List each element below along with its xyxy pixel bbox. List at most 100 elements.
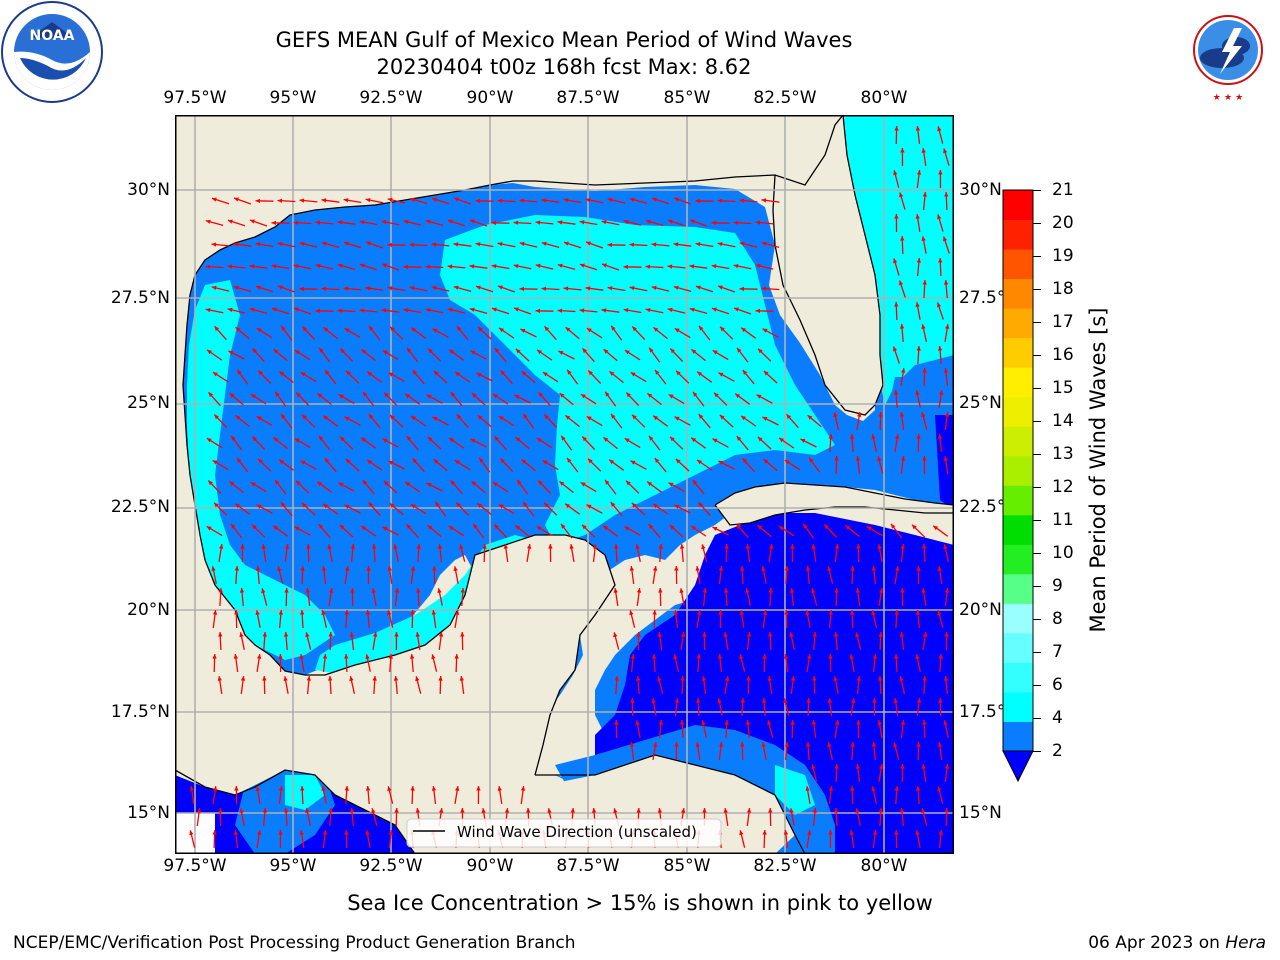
wind-wave-arrowhead [893, 390, 899, 395]
wind-wave-arrowhead [779, 437, 784, 443]
wind-wave-arrowhead [544, 502, 549, 508]
wind-wave-arrowhead [252, 348, 258, 354]
wind-wave-arrowhead [344, 610, 349, 615]
wind-wave-arrowhead [603, 525, 609, 531]
wind-wave-arrowhead [894, 786, 899, 791]
wind-wave-arrowhead [877, 720, 882, 725]
wind-wave-arrowhead [271, 264, 277, 269]
wind-wave-arrowhead [674, 505, 680, 509]
wind-wave-arrowhead [300, 566, 305, 571]
wind-wave-arrowhead [712, 350, 718, 355]
wind-wave-arrowhead [900, 544, 905, 549]
wind-wave-arrowhead [921, 236, 926, 241]
yucatan-peninsula [305, 535, 615, 785]
colorbar-tick-mark [1033, 718, 1041, 719]
wind-wave-arrowhead [635, 676, 641, 681]
wind-wave-arrowhead [448, 526, 454, 531]
wind-wave-arrowhead [278, 610, 283, 615]
wind-wave-arrowhead [807, 654, 812, 659]
wind-wave-arrowhead [211, 242, 217, 247]
wind-wave-arrowhead [811, 544, 816, 549]
wind-wave-arrowhead [521, 371, 527, 376]
wind-wave-arrowhead [692, 480, 698, 485]
wind-wave-arrowhead [515, 437, 521, 442]
wind-wave-arrowhead [257, 830, 262, 835]
wind-wave-arrowhead [563, 241, 569, 246]
colorbar-segment [1003, 367, 1033, 398]
wind-wave-arrowhead [652, 610, 657, 615]
wind-wave-arrowhead [387, 566, 392, 571]
wind-wave-arrowhead [614, 676, 619, 681]
wind-wave-arrowhead [283, 632, 289, 637]
wind-wave-arrowhead [937, 302, 942, 308]
wind-wave-arrowhead [205, 308, 211, 313]
wind-wave-arrowhead [649, 435, 654, 441]
wind-wave-arrowhead [321, 786, 326, 791]
wind-wave-arrowhead [626, 392, 631, 398]
wind-wave-arrowhead [828, 786, 834, 791]
wind-wave-arrowhead [900, 764, 905, 769]
wind-wave-arrowhead [849, 830, 854, 835]
wind-wave-arrowhead [425, 308, 431, 313]
wind-wave-arrowhead [561, 435, 566, 441]
wind-wave-arrowhead [648, 524, 654, 529]
wind-wave-arrowhead [647, 481, 653, 487]
wind-wave-arrowhead [558, 351, 564, 355]
wind-wave-arrowhead [344, 786, 349, 791]
wind-wave-arrowhead [833, 676, 838, 681]
wind-wave-arrowhead [273, 349, 279, 354]
lon-label-bottom: 82.5°W [753, 856, 817, 876]
wind-wave-arrowhead [680, 720, 685, 725]
wind-wave-arrowhead [296, 480, 301, 486]
wind-wave-arrowhead [695, 566, 700, 571]
wind-wave-arrowhead [811, 720, 816, 725]
wind-wave-arrowhead [258, 458, 263, 464]
wind-wave-arrowhead [899, 280, 904, 286]
wind-wave-arrowhead [745, 720, 751, 725]
wind-wave-arrowhead [315, 263, 321, 269]
wind-wave-arrowhead [871, 742, 877, 747]
wind-wave-arrowhead [523, 413, 528, 419]
wind-wave-arrowhead [428, 348, 433, 354]
wind-wave-arrowhead [559, 481, 565, 486]
wind-wave-arrowhead [653, 742, 658, 747]
wind-wave-arrowhead [866, 526, 872, 531]
wind-wave-arrowhead [916, 258, 921, 263]
gridlines [175, 115, 954, 854]
wind-wave-arrowhead [916, 566, 921, 571]
wind-wave-arrowhead [283, 676, 288, 681]
colorbar-segment [1003, 632, 1033, 663]
wind-wave-arrowhead [570, 808, 575, 813]
map-legend: Wind Wave Direction (unscaled) [406, 818, 722, 848]
wind-wave-arrowhead [329, 588, 334, 593]
wind-wave-arrowhead [803, 523, 808, 529]
wind-wave-arrowhead [674, 197, 679, 202]
wind-wave-arrowhead [337, 308, 343, 313]
wind-wave-arrowhead [745, 544, 751, 549]
wind-wave-arrowhead [453, 566, 458, 571]
wind-wave-arrowhead [541, 241, 547, 246]
wind-wave-arrowhead [697, 610, 702, 615]
wind-wave-arrowhead [809, 457, 814, 463]
lat-label-left: 25°N [127, 393, 170, 413]
wind-wave-arrowhead [679, 544, 685, 549]
colorbar-tick-label: 12 [1052, 477, 1074, 497]
wind-wave-arrowhead [579, 308, 585, 313]
wind-wave-arrowhead [740, 742, 745, 747]
wind-wave-arrowhead [899, 412, 905, 417]
colorbar-segment [1003, 455, 1033, 486]
wind-wave-arrowhead [647, 393, 653, 398]
wind-wave-arrowhead [879, 764, 884, 769]
wind-wave-arrowhead [718, 461, 724, 465]
wind-wave-arrowhead [789, 808, 794, 813]
wind-wave-arrowhead [328, 632, 333, 637]
wind-wave-arrowhead [944, 588, 950, 593]
wind-wave-arrowhead [497, 198, 503, 203]
wind-wave-arrowhead [284, 808, 289, 813]
wind-wave-arrowhead [697, 371, 703, 377]
colorbar-tick-label: 21 [1052, 180, 1074, 200]
wind-wave-arrowhead [318, 524, 324, 529]
wind-wave-arrowhead [431, 610, 436, 615]
wind-wave-arrowhead [426, 394, 432, 399]
wind-wave-arrowhead [689, 307, 695, 312]
